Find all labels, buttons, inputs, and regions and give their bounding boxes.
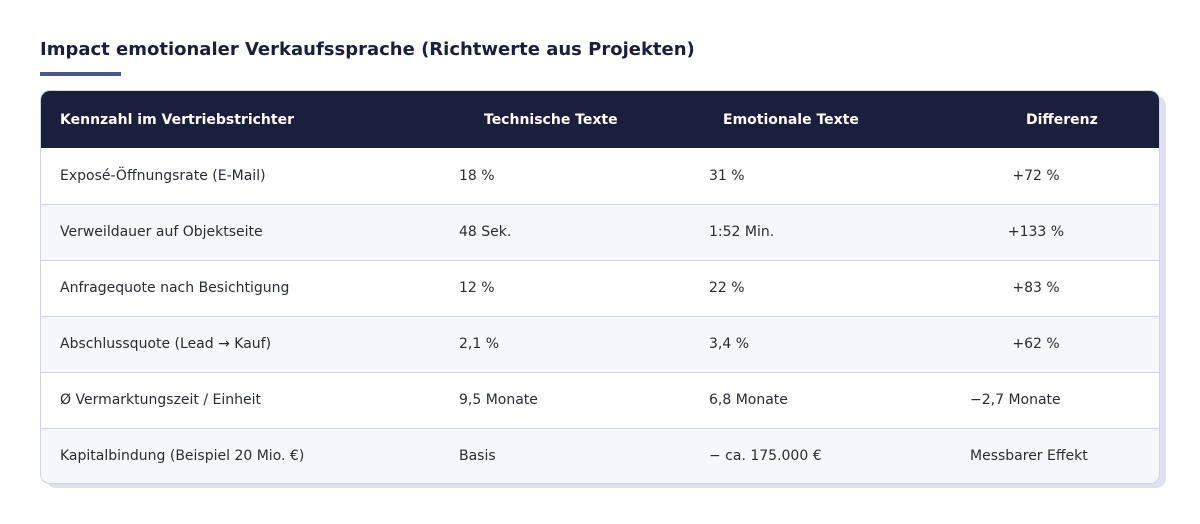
comparison-table-container: Kennzahl im Vertriebstrichter Technische… (40, 90, 1160, 484)
table-row: Ø Vermarktungszeit / Einheit 9,5 Monate … (41, 372, 1159, 428)
column-header-metric: Kennzahl im Vertriebstrichter (60, 111, 294, 128)
cell-technical: 9,5 Monate (459, 392, 538, 408)
column-header-technical: Technische Texte (484, 111, 618, 128)
column-header-emotional: Emotionale Texte (723, 111, 859, 128)
cell-difference: +83 % (1012, 280, 1060, 296)
table-row: Anfragequote nach Besichtigung 12 % 22 %… (41, 260, 1159, 316)
cell-technical: 18 % (459, 167, 495, 184)
table-row: Verweildauer auf Objektseite 48 Sek. 1:5… (41, 204, 1159, 260)
cell-metric: Ø Vermarktungszeit / Einheit (60, 392, 262, 408)
table-body: Exposé-Öffnungsrate (E-Mail) 18 % 31 % +… (41, 148, 1159, 483)
cell-emotional: 3,4 % (709, 336, 750, 352)
table-row: Kapitalbindung (Beispiel 20 Mio. €) Basi… (41, 428, 1159, 483)
title-underline (40, 72, 121, 76)
cell-difference: +72 % (1012, 167, 1060, 184)
comparison-table: Kennzahl im Vertriebstrichter Technische… (41, 91, 1159, 483)
cell-difference: Messbarer Effekt (970, 448, 1088, 465)
page-title: Impact emotionaler Verkaufssprache (Rich… (40, 39, 695, 60)
cell-metric: Verweildauer auf Objektseite (60, 224, 263, 240)
cell-technical: Basis (459, 448, 496, 465)
cell-emotional: 6,8 Monate (709, 392, 788, 408)
cell-metric: Kapitalbindung (Beispiel 20 Mio. €) (60, 448, 305, 465)
cell-emotional: − ca. 175.000 € (709, 448, 822, 465)
table-header-row: Kennzahl im Vertriebstrichter Technische… (41, 91, 1159, 148)
table-row: Abschlussquote (Lead → Kauf) 2,1 % 3,4 %… (41, 316, 1159, 372)
column-header-difference: Differenz (1026, 111, 1098, 128)
cell-emotional: 31 % (709, 167, 745, 184)
table-row: Exposé-Öffnungsrate (E-Mail) 18 % 31 % +… (41, 148, 1159, 204)
cell-difference: +133 % (1007, 224, 1065, 240)
cell-metric: Exposé-Öffnungsrate (E-Mail) (60, 167, 266, 184)
cell-emotional: 1:52 Min. (709, 224, 775, 240)
cell-metric: Anfragequote nach Besichtigung (60, 280, 290, 296)
cell-technical: 2,1 % (459, 336, 500, 352)
cell-difference: +62 % (1012, 336, 1060, 352)
cell-emotional: 22 % (709, 280, 745, 296)
cell-technical: 48 Sek. (459, 224, 512, 240)
cell-metric: Abschlussquote (Lead → Kauf) (60, 336, 272, 352)
cell-difference: −2,7 Monate (970, 392, 1061, 408)
table-header: Kennzahl im Vertriebstrichter Technische… (41, 91, 1159, 148)
cell-technical: 12 % (459, 280, 495, 296)
